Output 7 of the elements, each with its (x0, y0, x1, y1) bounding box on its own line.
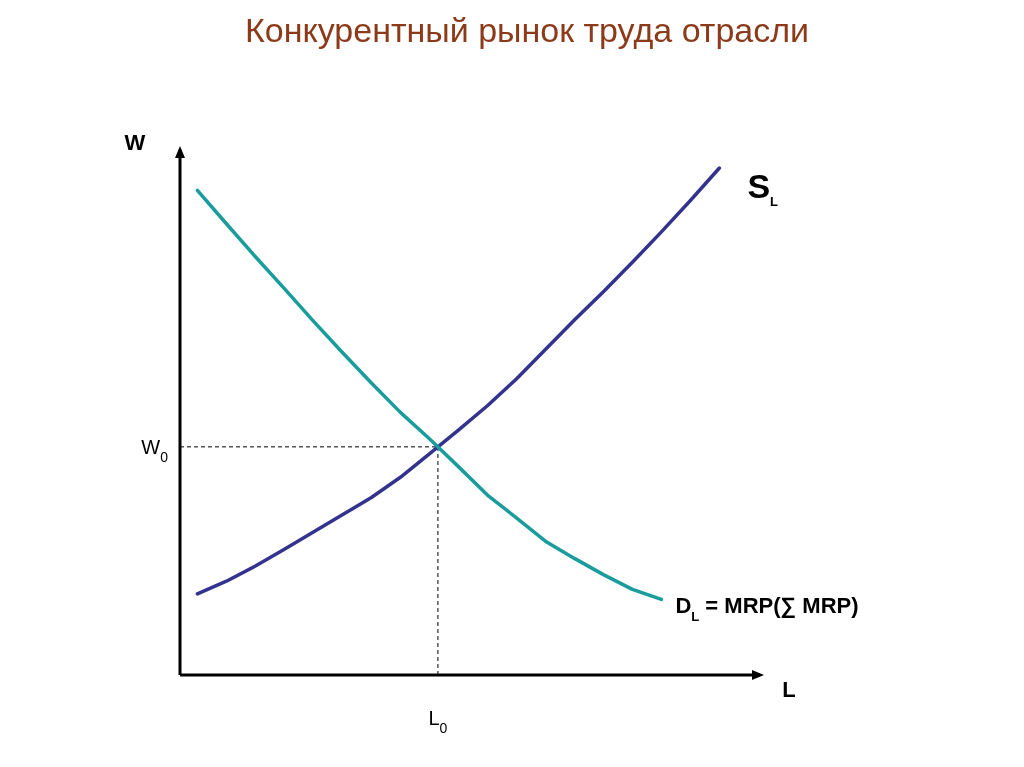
x-axis-title: L (782, 677, 796, 702)
y-axis-title: W (124, 130, 146, 155)
ref-line-label: W$_{0}$ (141, 435, 169, 465)
text: L$_{0}$ (428, 707, 448, 736)
series-label: S$_{L}$ (747, 167, 779, 209)
chart-title: Конкурентный рынок труда отрасли (244, 11, 810, 49)
series-label: D$_{L}$ = MRP(∑ MRP) (675, 593, 859, 624)
